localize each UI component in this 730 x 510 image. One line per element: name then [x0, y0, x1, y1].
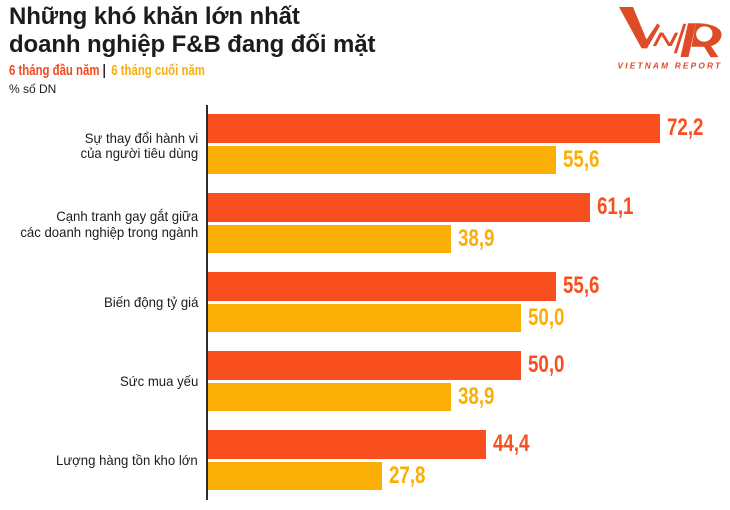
- svg-text:VIETNAM REPORT: VIETNAM REPORT: [618, 61, 723, 71]
